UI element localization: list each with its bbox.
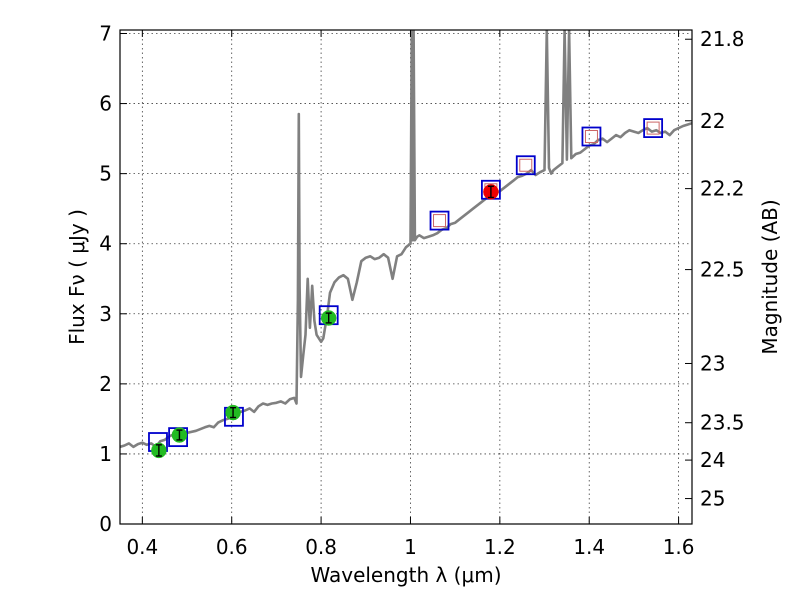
plot-area: [120, 30, 692, 459]
right-tick-label: 24: [700, 448, 725, 472]
right-tick-label: 23: [700, 351, 725, 375]
y-tick-label: 2: [99, 372, 112, 396]
grid-lines: [120, 30, 692, 525]
x-tick-label: 1: [404, 535, 417, 559]
model-flux-square: [429, 210, 450, 231]
model-flux-inner: [519, 158, 533, 172]
template-spectrum-line: [120, 30, 692, 449]
y-tick-label: 3: [99, 302, 112, 326]
model-flux-square: [643, 118, 664, 138]
y-tick-label: 7: [99, 22, 112, 46]
right-tick-label: 25: [700, 487, 725, 511]
y-tick-label: 0: [99, 512, 112, 536]
x-tick-label: 0.4: [126, 535, 158, 559]
x-tick-label: 1.2: [484, 535, 516, 559]
model-flux-inner: [433, 214, 447, 228]
model-flux-inner: [646, 121, 660, 135]
y-tick-label: 5: [99, 162, 112, 186]
x-tick-label: 0.8: [305, 535, 337, 559]
right-tick-label: 23.5: [700, 411, 745, 435]
right-tick-label: 22.5: [700, 258, 745, 282]
right-tick-label: 22: [700, 109, 725, 133]
right-axis-label: Magnitude (AB): [758, 199, 782, 354]
model-flux-square: [515, 155, 536, 176]
y-tick-label: 4: [99, 232, 112, 256]
x-tick-label: 0.6: [216, 535, 248, 559]
plot-frame: [119, 29, 693, 525]
x-tick-label: 1.4: [573, 535, 605, 559]
x-axis-label: Wavelength λ (μm): [310, 563, 501, 587]
y-axis-label: Flux Fν ( μJy ): [65, 209, 89, 345]
right-tick-label: 22.2: [700, 177, 745, 201]
model-flux-square: [581, 126, 602, 147]
right-tick-label: 21.8: [700, 27, 745, 51]
y-tick-label: 1: [99, 442, 112, 466]
x-tick-label: 1.6: [663, 535, 695, 559]
model-flux-inner: [584, 130, 598, 144]
y-tick-label: 6: [99, 92, 112, 116]
